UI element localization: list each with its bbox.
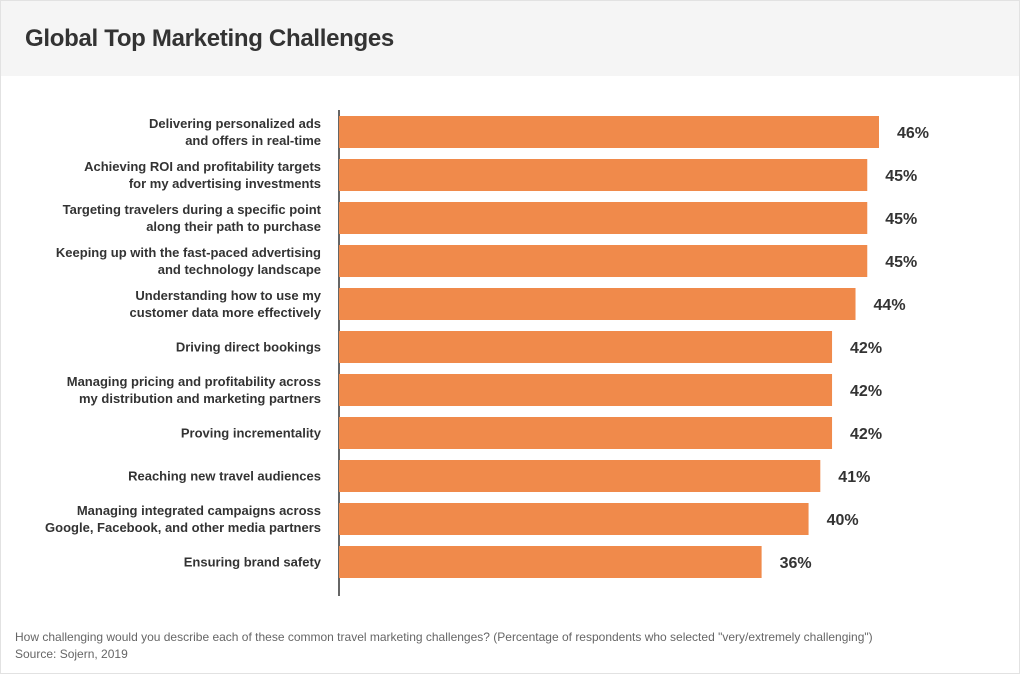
value-label: 42% <box>850 383 882 400</box>
category-label: Driving direct bookings <box>176 340 321 355</box>
category-label: Delivering personalized ads and offers in… <box>149 116 321 148</box>
category-label: Understanding how to use my customer data… <box>130 288 322 320</box>
bar <box>339 417 833 449</box>
bar <box>339 374 833 406</box>
value-label: 45% <box>885 211 917 228</box>
value-label: 44% <box>874 297 906 314</box>
value-label: 40% <box>827 512 859 529</box>
value-label: 42% <box>850 340 882 357</box>
value-label: 45% <box>885 168 917 185</box>
value-label: 42% <box>850 426 882 443</box>
footnote-question: How challenging would you describe each … <box>15 630 873 644</box>
category-label: Achieving ROI and profitability targets f… <box>84 159 321 191</box>
bar-chart: 46% Delivering personalized ads and offers… <box>45 110 929 596</box>
bar <box>339 546 762 578</box>
bar <box>339 288 856 320</box>
bar <box>339 503 809 535</box>
bar <box>339 460 821 492</box>
bar <box>339 331 833 363</box>
bar <box>339 202 868 234</box>
category-label: Keeping up with the fast-paced advertisi… <box>56 245 321 277</box>
footnote-source: Source: Sojern, 2019 <box>15 647 128 661</box>
chart-footnote: How challenging would you describe each … <box>15 629 873 663</box>
chart-header: Global Top Marketing Challenges <box>1 1 1019 76</box>
value-label: 46% <box>897 125 929 142</box>
category-label: Managing pricing and profitability acros… <box>67 374 321 406</box>
value-label: 36% <box>780 555 812 572</box>
category-label: Ensuring brand safety <box>184 555 322 570</box>
bar <box>339 159 868 191</box>
category-label: Proving incrementality <box>181 426 322 441</box>
category-label: Reaching new travel audiences <box>128 469 321 484</box>
value-label: 45% <box>885 254 917 271</box>
value-label: 41% <box>838 469 870 486</box>
category-label: Targeting travelers during a specific po… <box>63 202 322 234</box>
chart-title: Global Top Marketing Challenges <box>25 25 394 52</box>
bar <box>339 245 868 277</box>
bar <box>339 116 879 148</box>
category-label: Managing integrated campaigns across Goog… <box>45 503 321 535</box>
